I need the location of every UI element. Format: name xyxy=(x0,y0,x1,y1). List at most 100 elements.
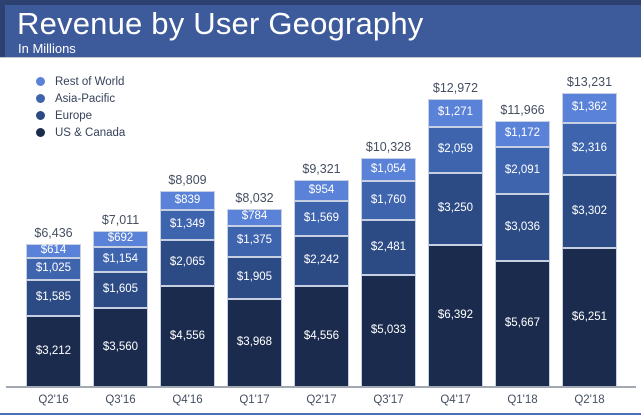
x-axis-label: Q4'17 xyxy=(440,394,471,406)
legend-item-rest-of-world: Rest of World xyxy=(36,73,125,90)
bar-total-label: $12,972 xyxy=(432,80,479,95)
segment-us-canada: $4,556 xyxy=(160,285,215,387)
segment-value-label: $954 xyxy=(308,183,335,196)
segment-value-label: $839 xyxy=(174,193,201,206)
segment-value-label: $5,667 xyxy=(504,317,541,330)
segment-value-label: $1,905 xyxy=(236,270,273,283)
segment-rest-of-world: $784 xyxy=(227,208,282,226)
legend-label: Asia-Pacific xyxy=(55,92,116,105)
segment-value-label: $614 xyxy=(40,244,67,257)
segment-asia-pacific: $1,154 xyxy=(93,246,148,273)
segment-value-label: $6,392 xyxy=(437,309,474,322)
segment-us-canada: $5,667 xyxy=(495,261,550,387)
segment-value-label: $2,065 xyxy=(169,256,206,269)
segment-value-label: $4,556 xyxy=(303,329,340,342)
segment-asia-pacific: $1,349 xyxy=(160,209,215,240)
bar-q1-18: $11,966 $1,172 $2,091 $3,036 $5,667 Q1'18 xyxy=(495,103,550,406)
segment-value-label: $2,059 xyxy=(437,143,474,156)
bottom-divider xyxy=(0,413,641,415)
chart-legend: Rest of World Asia-Pacific Europe US & Cana… xyxy=(36,73,125,141)
bar-q3-16: $7,011 $692 $1,154 $1,605 $3,560 Q3'16 xyxy=(93,213,148,406)
legend-item-europe: Europe xyxy=(36,107,125,124)
segment-value-label: $4,556 xyxy=(169,329,206,342)
page-title: Revenue by User Geography xyxy=(17,6,424,41)
x-axis-label: Q2'17 xyxy=(306,394,337,406)
plot-area: $6,436 $614 $1,025 $1,585 $3,212 Q2'16 $7,011 $… xyxy=(26,67,617,406)
segment-value-label: $3,968 xyxy=(236,336,273,349)
segment-value-label: $1,585 xyxy=(35,291,72,304)
segment-rest-of-world: $1,172 xyxy=(495,121,550,148)
bar-total-label: $10,328 xyxy=(365,139,412,154)
segment-value-label: $3,036 xyxy=(504,220,541,233)
bar-q3-17: $10,328 $1,054 $1,760 $2,481 $5,033 Q3'17 xyxy=(361,140,416,406)
segment-value-label: $1,271 xyxy=(437,106,474,119)
x-axis-label: Q2'18 xyxy=(574,394,605,406)
segment-rest-of-world: $1,362 xyxy=(562,92,617,124)
segment-rest-of-world: $1,271 xyxy=(428,98,483,128)
bar-total-label: $13,231 xyxy=(566,74,613,89)
segment-rest-of-world: $692 xyxy=(93,231,148,247)
segment-europe: $3,036 xyxy=(495,193,550,262)
bar-q2-16: $6,436 $614 $1,025 $1,585 $3,212 Q2'16 xyxy=(26,226,81,406)
segment-us-canada: $6,251 xyxy=(562,248,617,387)
segment-europe: $1,605 xyxy=(93,272,148,308)
x-axis-label: Q2'16 xyxy=(38,394,69,406)
legend-swatch-icon xyxy=(36,111,45,120)
bar-total-label: $8,032 xyxy=(235,190,274,205)
segment-value-label: $3,212 xyxy=(35,344,72,357)
segment-us-canada: $5,033 xyxy=(361,275,416,387)
x-axis-label: Q1'18 xyxy=(507,394,538,406)
segment-europe: $3,302 xyxy=(562,174,617,249)
legend-swatch-icon xyxy=(36,128,45,137)
segment-asia-pacific: $1,375 xyxy=(227,225,282,257)
x-axis-label: Q3'17 xyxy=(373,394,404,406)
segment-us-canada: $3,560 xyxy=(93,307,148,387)
segment-europe: $1,905 xyxy=(227,256,282,299)
segment-us-canada: $4,556 xyxy=(294,285,349,387)
legend-item-us-canada: US & Canada xyxy=(36,124,125,141)
segment-rest-of-world: $839 xyxy=(160,191,215,210)
segment-us-canada: $3,968 xyxy=(227,298,282,387)
segment-value-label: $1,569 xyxy=(303,211,340,224)
segment-value-label: $2,242 xyxy=(303,254,340,267)
segment-value-label: $1,605 xyxy=(102,283,139,296)
segment-europe: $2,065 xyxy=(160,239,215,286)
x-axis-label: Q3'16 xyxy=(105,394,136,406)
segment-value-label: $1,362 xyxy=(571,101,608,114)
segment-value-label: $3,560 xyxy=(102,340,139,353)
segment-value-label: $692 xyxy=(107,232,134,245)
segment-asia-pacific: $1,760 xyxy=(361,181,416,221)
legend-label: Europe xyxy=(55,109,93,122)
segment-asia-pacific: $2,059 xyxy=(428,127,483,173)
legend-label: US & Canada xyxy=(55,126,126,139)
segment-europe: $2,481 xyxy=(361,220,416,276)
segment-rest-of-world: $614 xyxy=(26,244,81,258)
bar-q4-16: $8,809 $839 $1,349 $2,065 $4,556 Q4'16 xyxy=(160,173,215,406)
x-axis-label: Q4'16 xyxy=(172,394,203,406)
segment-value-label: $1,349 xyxy=(169,218,206,231)
segment-asia-pacific: $2,316 xyxy=(562,123,617,175)
legend-label: Rest of World xyxy=(55,75,125,88)
bar-q1-17: $8,032 $784 $1,375 $1,905 $3,968 Q1'17 xyxy=(227,191,282,406)
segment-us-canada: $6,392 xyxy=(428,245,483,387)
segment-value-label: $2,316 xyxy=(571,142,608,155)
bar-q2-17: $9,321 $954 $1,569 $2,242 $4,556 Q2'17 xyxy=(294,162,349,406)
segment-value-label: $1,172 xyxy=(504,127,541,140)
segment-rest-of-world: $1,054 xyxy=(361,157,416,182)
segment-europe: $3,250 xyxy=(428,172,483,245)
segment-value-label: $784 xyxy=(241,210,268,223)
bar-total-label: $6,436 xyxy=(34,226,73,241)
legend-swatch-icon xyxy=(36,94,45,103)
segment-europe: $2,242 xyxy=(294,236,349,286)
page-subtitle: In Millions xyxy=(18,41,76,56)
segment-value-label: $2,091 xyxy=(504,163,541,176)
bar-total-label: $11,966 xyxy=(500,103,545,118)
segment-rest-of-world: $954 xyxy=(294,179,349,202)
bar-total-label: $9,321 xyxy=(302,161,341,176)
bar-q2-18: $13,231 $1,362 $2,316 $3,302 $6,251 Q2'18 xyxy=(562,75,617,406)
bar-total-label: $8,809 xyxy=(168,173,207,188)
segment-value-label: $1,760 xyxy=(370,193,407,206)
segment-value-label: $2,481 xyxy=(370,240,407,253)
segment-value-label: $1,154 xyxy=(102,252,139,265)
